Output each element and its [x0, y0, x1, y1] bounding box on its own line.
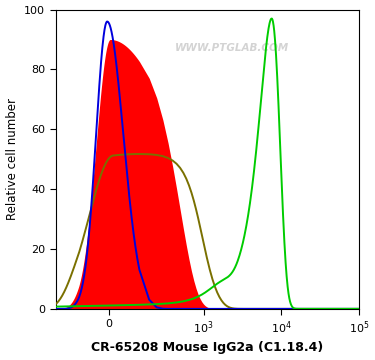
Y-axis label: Relative cell number: Relative cell number — [6, 98, 18, 220]
Text: WWW.PTGLAB.COM: WWW.PTGLAB.COM — [174, 44, 289, 54]
X-axis label: CR-65208 Mouse IgG2a (C1.18.4): CR-65208 Mouse IgG2a (C1.18.4) — [91, 341, 324, 355]
